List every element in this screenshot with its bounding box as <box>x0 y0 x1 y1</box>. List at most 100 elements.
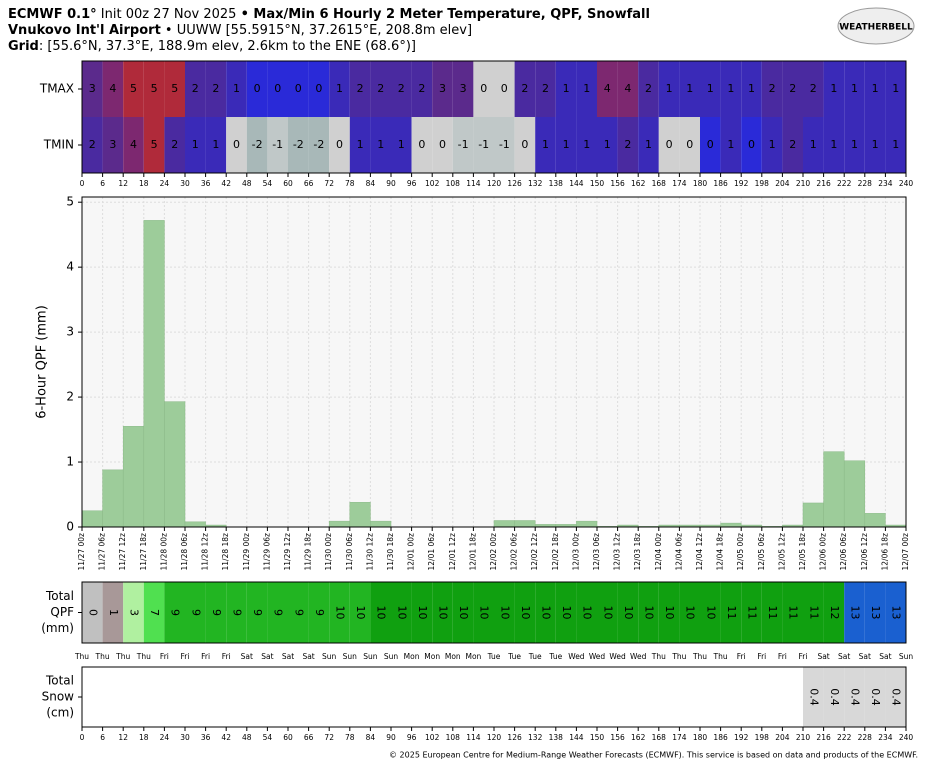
cell <box>885 667 906 727</box>
cell <box>411 61 433 117</box>
bar <box>843 460 866 528</box>
cell <box>679 582 700 643</box>
x-tick-label: 240 <box>899 179 914 188</box>
x-tick-label: 192 <box>734 179 749 188</box>
header-line: Vnukovo Int'l Airport • UUWW [55.5915°N,… <box>8 23 472 38</box>
x-tick-label: 156 <box>610 179 625 188</box>
cell-label: -1 <box>458 138 469 151</box>
strip-frame <box>81 581 907 644</box>
cell <box>226 61 247 117</box>
cell <box>329 582 350 643</box>
x-tick-label: 11/30 12z <box>365 533 374 571</box>
x-tick-label: 144 <box>569 179 584 188</box>
cell <box>267 582 288 643</box>
x-tick-label: 186 <box>713 733 728 742</box>
logo-ring <box>837 7 915 45</box>
cell-label: 0 <box>86 609 99 616</box>
cell-label: 0.4 <box>828 688 841 706</box>
cell <box>391 117 412 173</box>
x-tick-label: 126 <box>507 733 522 742</box>
cell <box>267 61 288 117</box>
cell-label: 0 <box>748 138 755 151</box>
cell-label: 2 <box>810 82 817 95</box>
cell <box>555 582 577 643</box>
x-tick-label: 162 <box>631 733 646 742</box>
cell-label: 2 <box>624 138 631 151</box>
x-tick-label: 12/06 00z <box>819 533 828 571</box>
cell-label: 2 <box>192 82 199 95</box>
x-tick-label: 6 <box>100 733 105 742</box>
cell <box>864 61 886 117</box>
x-tick-label: 12/04 06z <box>674 533 683 571</box>
x-tick-label: 108 <box>446 733 461 742</box>
day-label: Fri <box>181 652 190 661</box>
x-tick-label: 60 <box>283 733 293 742</box>
header-line: Grid: [55.6°N, 37.3°E, 188.9m elev, 2.6k… <box>8 39 416 54</box>
cell-label: 1 <box>686 82 693 95</box>
bar <box>720 522 742 528</box>
cell <box>782 582 803 643</box>
x-tick-label: 60 <box>283 179 293 188</box>
y-tick-label: 5 <box>66 195 74 209</box>
day-label: Sat <box>817 652 829 661</box>
cell-label: -1 <box>272 138 283 151</box>
cell-label: 10 <box>601 606 614 620</box>
x-tick-label: 0 <box>80 179 85 188</box>
header-station: Vnukovo Int'l Airport <box>8 23 161 38</box>
day-label: Sat <box>261 652 273 661</box>
cell <box>226 117 247 173</box>
cell <box>411 117 433 173</box>
row-label: Total <box>45 589 74 603</box>
cell <box>288 61 309 117</box>
x-tick-label: 11/28 12z <box>201 533 210 571</box>
cell <box>143 117 165 173</box>
cell <box>185 61 206 117</box>
cell <box>555 61 577 117</box>
cell-label: 2 <box>377 82 384 95</box>
x-tick-label: 234 <box>878 179 893 188</box>
day-label: Thu <box>713 652 728 661</box>
cell <box>720 61 742 117</box>
cell-label: 7 <box>148 609 161 616</box>
cell-label: -2 <box>313 138 324 151</box>
cell <box>329 117 350 173</box>
strip-frame <box>81 666 907 728</box>
cell-label: 1 <box>233 82 240 95</box>
cell-label: 1 <box>769 138 776 151</box>
row-label: QPF <box>50 605 74 619</box>
cell <box>617 582 639 643</box>
x-tick-label: 54 <box>263 733 273 742</box>
cell-label: 1 <box>107 609 120 616</box>
cell <box>514 117 536 173</box>
cell-label: 1 <box>666 82 673 95</box>
cell-label: 2 <box>357 82 364 95</box>
row-label: (mm) <box>41 621 74 635</box>
cell <box>782 61 803 117</box>
cell-label: 2 <box>542 82 549 95</box>
x-tick-label: 84 <box>366 733 376 742</box>
cell <box>823 667 845 727</box>
cell <box>679 61 700 117</box>
cell-label: 10 <box>704 606 717 620</box>
x-tick-label: 120 <box>487 733 502 742</box>
bar <box>370 520 392 528</box>
cell-label: 10 <box>560 606 573 620</box>
cell <box>102 117 124 173</box>
cell <box>102 582 124 643</box>
cell-label: 0 <box>315 82 322 95</box>
bar <box>823 451 845 528</box>
cell <box>308 117 330 173</box>
day-label: Fri <box>799 652 808 661</box>
day-label: Sun <box>384 652 399 661</box>
cell <box>452 582 474 643</box>
cell <box>844 61 865 117</box>
day-label: Thu <box>651 652 666 661</box>
x-tick-label: 216 <box>816 733 831 742</box>
x-tick-label: 192 <box>734 733 749 742</box>
cell-label: 9 <box>210 609 223 616</box>
x-tick-label: 12 <box>118 179 128 188</box>
x-tick-label: 114 <box>466 733 481 742</box>
cell <box>164 61 185 117</box>
x-tick-label: 180 <box>693 733 708 742</box>
x-tick-label: 12/04 00z <box>654 533 663 571</box>
